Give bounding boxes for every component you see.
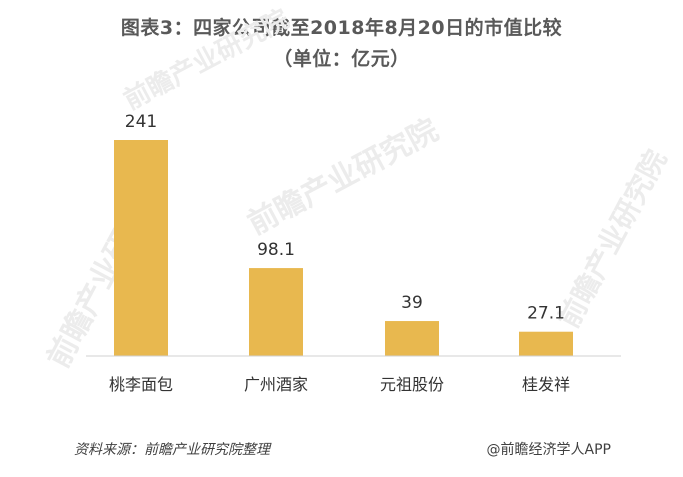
value-label-1: 241 [125,112,157,132]
chart-title: 图表3：四家公司截至2018年8月20日的市值比较 [120,17,563,39]
value-labels-group: 241 98.1 39 27.1 [125,112,565,324]
source-note: 资料来源：前瞻产业研究院整理 [74,442,270,458]
watermark-4: 前瞻产业研究院 [552,145,673,334]
app-credit: @前瞻经济学人APP [486,442,611,458]
category-labels-group: 桃李面包 广州酒家 元祖股份 桂发祥 [109,375,570,394]
value-label-2: 98.1 [257,240,295,260]
bar-4 [519,331,573,356]
chart-subtitle: （单位：亿元） [273,48,410,70]
watermark-2: 前瞻产业研究院 [242,113,444,242]
value-label-3: 39 [401,293,423,313]
bar-1 [114,140,168,356]
category-label-3: 元祖股份 [380,375,444,394]
bars-group [114,140,573,356]
category-label-4: 桂发祥 [522,375,570,394]
category-label-2: 广州酒家 [244,375,308,394]
bar-3 [385,321,439,356]
category-label-1: 桃李面包 [109,375,173,394]
bar-2 [249,268,303,356]
watermark-1: 前瞻产业研究院 [119,3,294,116]
value-label-4: 27.1 [527,304,565,324]
